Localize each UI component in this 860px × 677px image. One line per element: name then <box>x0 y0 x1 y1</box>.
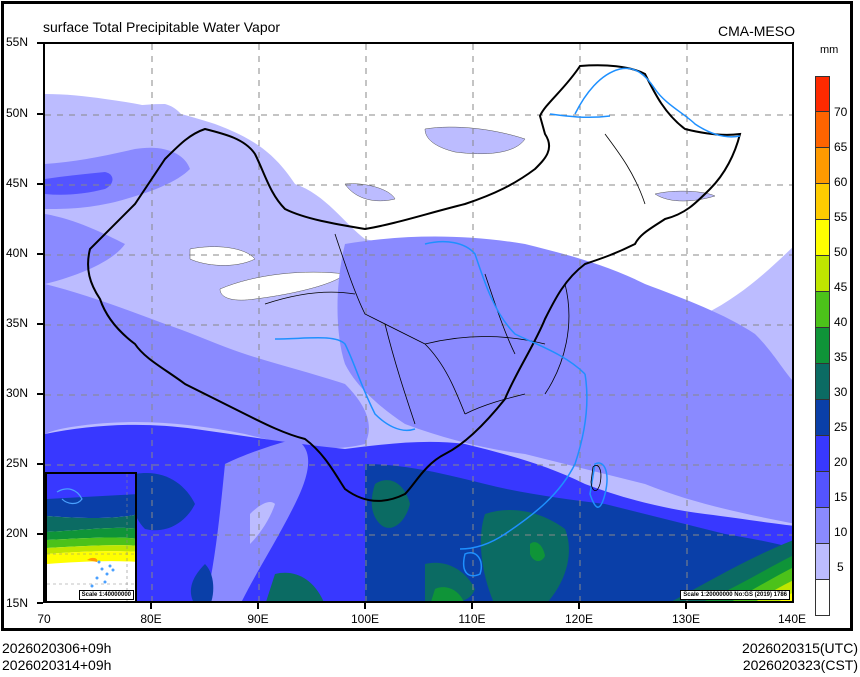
lon-label: 90E <box>247 612 269 626</box>
map-plot-area: Scale 1:20000000 No:GS (2019) 1786 Scale… <box>43 42 794 603</box>
lat-label: 40N <box>6 246 29 260</box>
colorbar <box>815 76 830 616</box>
lon-tick <box>578 603 580 609</box>
init-time: 2026020306+09h <box>2 640 112 656</box>
precipitable-water-field <box>45 44 792 601</box>
lon-tick <box>257 603 259 609</box>
colorbar-label: 60 <box>834 175 848 189</box>
colorbar-swatch <box>815 76 830 112</box>
lat-label: 35N <box>6 316 29 330</box>
colorbar-swatch <box>815 508 830 544</box>
lat-label: 25N <box>6 456 29 470</box>
lon-label: 140E <box>777 612 807 626</box>
colorbar-swatch <box>815 184 830 220</box>
colorbar-unit: mm <box>820 44 839 56</box>
inset-map <box>47 474 135 601</box>
lat-label: 45N <box>6 176 29 190</box>
lat-label: 20N <box>6 526 29 540</box>
figure-frame <box>1 1 853 631</box>
lat-tick <box>37 463 43 465</box>
lon-tick <box>471 603 473 609</box>
footer-left: 2026020306+09h 2026020314+09h <box>2 640 111 674</box>
map-scale-label: Scale 1:20000000 No:GS (2019) 1786 <box>680 590 790 600</box>
valid-time-utc: 2026020315(UTC) <box>742 640 858 656</box>
colorbar-swatch <box>815 400 830 436</box>
lon-tick <box>685 603 687 609</box>
colorbar-label: 25 <box>834 420 848 434</box>
colorbar-swatch <box>815 148 830 184</box>
colorbar-swatch <box>815 364 830 400</box>
colorbar-label: 35 <box>834 350 848 364</box>
colorbar-label: 15 <box>834 490 848 504</box>
lat-tick <box>37 602 43 604</box>
colorbar-label: 40 <box>834 315 848 329</box>
forecast-time: 2026020314+09h <box>2 657 112 673</box>
lon-tick <box>150 603 152 609</box>
lat-tick <box>37 113 43 115</box>
inset-scale-label: Scale 1:40000000 <box>78 590 134 600</box>
colorbar-label: 10 <box>834 525 848 539</box>
colorbar-label: 65 <box>834 140 848 154</box>
colorbar-swatch <box>815 220 830 256</box>
lat-tick <box>37 393 43 395</box>
south-china-sea-inset: Scale 1:40000000 <box>45 472 137 601</box>
lon-label: 80E <box>140 612 162 626</box>
colorbar-label: 70 <box>834 105 848 119</box>
colorbar-swatch <box>815 328 830 364</box>
lon-label: 120E <box>564 612 594 626</box>
lat-tick <box>37 323 43 325</box>
colorbar-label: 45 <box>834 280 848 294</box>
lat-label: 15N <box>6 596 29 610</box>
colorbar-label: 20 <box>834 455 848 469</box>
lon-tick <box>364 603 366 609</box>
lon-label: 100E <box>350 612 380 626</box>
colorbar-label: 50 <box>834 245 848 259</box>
lat-label: 50N <box>6 106 29 120</box>
valid-time-cst: 2026020323(CST) <box>742 657 858 673</box>
model-name: CMA-MESO <box>718 23 795 39</box>
colorbar-swatch <box>815 292 830 328</box>
footer-right: 2026020315(UTC) 2026020323(CST) <box>742 640 858 674</box>
lat-label: 30N <box>6 386 29 400</box>
lon-label: 70 <box>37 612 51 626</box>
colorbar-label: 30 <box>834 385 848 399</box>
colorbar-swatch <box>815 436 830 472</box>
lon-label: 110E <box>458 612 486 626</box>
lat-tick <box>37 533 43 535</box>
lon-label: 130E <box>671 612 701 626</box>
colorbar-swatch <box>815 472 830 508</box>
lat-tick <box>37 253 43 255</box>
plot-title: surface Total Precipitable Water Vapor <box>43 19 281 35</box>
lat-label: 55N <box>6 35 29 49</box>
colorbar-label: 55 <box>834 210 848 224</box>
lat-tick <box>37 42 43 44</box>
lat-tick <box>37 183 43 185</box>
colorbar-swatch <box>815 256 830 292</box>
colorbar-swatch <box>815 112 830 148</box>
colorbar-swatch <box>815 580 830 616</box>
colorbar-swatch <box>815 544 830 580</box>
colorbar-label: 5 <box>837 560 844 574</box>
